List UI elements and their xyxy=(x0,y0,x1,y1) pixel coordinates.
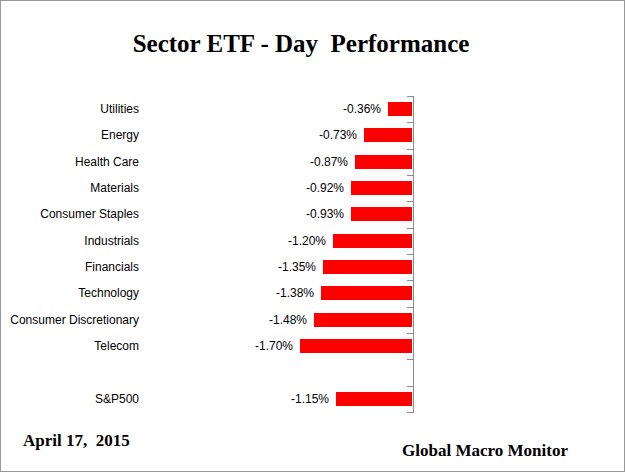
tick-mark xyxy=(407,96,414,97)
category-label: Health Care xyxy=(1,154,139,170)
value-label: -1.70% xyxy=(223,338,293,354)
source-attribution: Global Macro Monitor macromon.wordpress.… xyxy=(385,413,585,472)
category-label: Financials xyxy=(1,259,139,275)
bar xyxy=(355,155,412,169)
bar xyxy=(388,102,412,116)
bar xyxy=(321,286,412,300)
tick-mark xyxy=(407,333,414,334)
value-label: -1.15% xyxy=(259,391,329,407)
tick-mark xyxy=(407,228,414,229)
tick-mark xyxy=(407,254,414,255)
category-label: Industrials xyxy=(1,233,139,249)
value-label: -0.73% xyxy=(287,127,357,143)
value-label: -1.20% xyxy=(256,233,326,249)
tick-mark xyxy=(407,122,414,123)
category-label: Consumer Discretionary xyxy=(1,312,139,328)
value-label: -0.87% xyxy=(278,154,348,170)
value-label: -0.92% xyxy=(274,180,344,196)
value-label: -1.48% xyxy=(237,312,307,328)
source-name: Global Macro Monitor xyxy=(385,443,585,458)
category-label: Technology xyxy=(1,285,139,301)
bar xyxy=(364,128,412,142)
value-label: -1.38% xyxy=(244,285,314,301)
category-label: Consumer Staples xyxy=(1,206,139,222)
value-label: -0.36% xyxy=(311,101,381,117)
bar xyxy=(333,234,412,248)
chart-frame: Sector ETF - Day Performance Utilities-0… xyxy=(0,0,625,472)
value-label: -1.35% xyxy=(246,259,316,275)
date-label: April 17, 2015 xyxy=(23,431,130,451)
category-label: Telecom xyxy=(1,338,139,354)
category-label: Utilities xyxy=(1,101,139,117)
tick-mark xyxy=(407,201,414,202)
tick-mark xyxy=(407,280,414,281)
tick-mark xyxy=(407,386,414,387)
tick-mark xyxy=(407,175,414,176)
bar xyxy=(351,181,412,195)
bar xyxy=(300,339,412,353)
bar xyxy=(336,392,412,406)
tick-mark xyxy=(407,307,414,308)
category-label: S&P500 xyxy=(1,391,139,407)
category-label: Materials xyxy=(1,180,139,196)
tick-mark xyxy=(407,359,414,360)
value-label: -0.93% xyxy=(274,206,344,222)
category-label: Energy xyxy=(1,127,139,143)
bar xyxy=(351,207,412,221)
chart-plot-area: Utilities -0.36% Energy -0.73% Health Care -0… xyxy=(1,1,625,472)
bar xyxy=(323,260,412,274)
bar xyxy=(314,313,412,327)
tick-mark xyxy=(407,149,414,150)
